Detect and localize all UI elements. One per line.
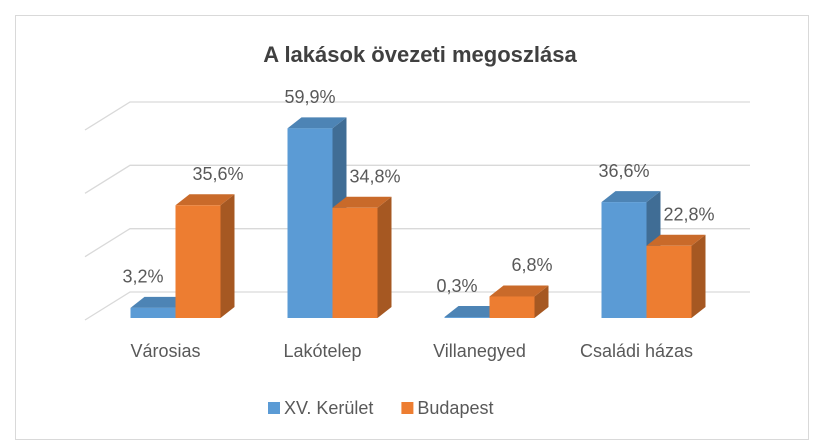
grid-line <box>84 164 750 194</box>
data-label: 34,8% <box>349 167 400 187</box>
data-label: 6,8% <box>511 255 552 275</box>
bar <box>130 307 176 318</box>
x-tick-label: Lakótelep <box>283 341 361 361</box>
bar-top <box>287 117 347 129</box>
bar <box>175 205 221 318</box>
data-label: 0,3% <box>436 276 477 296</box>
bar-3d <box>646 234 706 318</box>
bar <box>646 245 692 318</box>
x-tick-label: Családi házas <box>580 341 693 361</box>
bar-top <box>332 196 392 208</box>
bar-3d <box>601 191 661 318</box>
x-tick-label: Villanegyed <box>433 341 526 361</box>
bar-side <box>220 194 235 318</box>
bar-top <box>130 296 190 308</box>
x-tick-label: Városias <box>130 341 200 361</box>
data-label: 3,2% <box>122 267 163 287</box>
legend-label: Budapest <box>417 398 493 418</box>
bar-3d <box>175 194 235 318</box>
data-label: 59,9% <box>284 87 335 107</box>
grid-line <box>84 228 750 258</box>
bar-3d <box>332 196 392 318</box>
legend-swatch <box>401 402 414 414</box>
data-label: 22,8% <box>663 205 714 225</box>
data-label: 36,6% <box>598 161 649 181</box>
bar-top <box>175 194 235 206</box>
bar-side <box>377 196 392 318</box>
chart-frame <box>15 15 809 440</box>
bar-top <box>489 285 549 297</box>
bar-top <box>601 191 661 203</box>
bar-side <box>691 234 706 318</box>
bar <box>444 317 490 318</box>
legend-label: XV. Kerület <box>284 398 373 418</box>
bar-top <box>646 234 706 246</box>
chart-title: A lakások övezeti megoszlása <box>263 42 577 67</box>
legend-swatch <box>268 402 280 414</box>
bar <box>489 296 535 318</box>
data-label: 35,6% <box>192 164 243 184</box>
bar <box>332 207 378 318</box>
grid-line <box>84 101 750 131</box>
bar <box>287 128 333 318</box>
bar-side <box>534 285 549 318</box>
bar-top <box>444 306 504 318</box>
bar-3d <box>489 285 549 318</box>
bar <box>601 202 647 318</box>
